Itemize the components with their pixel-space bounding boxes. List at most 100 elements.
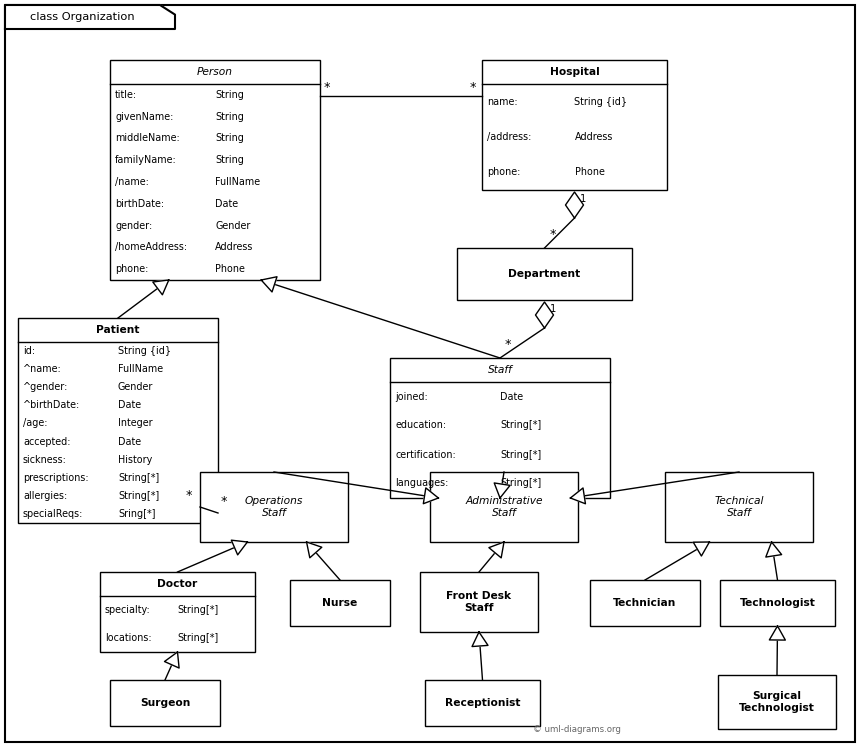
Text: © uml-diagrams.org: © uml-diagrams.org [533, 725, 621, 734]
Text: String {id}: String {id} [574, 96, 628, 107]
Bar [100, 572, 255, 652]
Text: prescriptions:: prescriptions: [23, 473, 89, 483]
Text: *: * [505, 338, 512, 351]
Text: locations:: locations: [105, 633, 151, 643]
Text: String[*]: String[*] [118, 473, 159, 483]
Text: class Organization: class Organization [30, 12, 135, 22]
Text: Address: Address [215, 242, 254, 252]
Text: Date: Date [118, 400, 141, 410]
Text: *: * [550, 228, 556, 241]
Text: Administrative
Staff: Administrative Staff [465, 496, 543, 518]
Bar [18, 318, 218, 523]
Text: ^name:: ^name: [23, 364, 62, 374]
Bar [482, 60, 667, 190]
Text: gender:: gender: [115, 220, 152, 231]
Text: Date: Date [500, 391, 523, 401]
Text: phone:: phone: [487, 167, 520, 177]
Text: familyName:: familyName: [115, 155, 177, 165]
Text: String[*]: String[*] [500, 479, 541, 489]
Text: History: History [118, 455, 152, 465]
Text: Phone: Phone [215, 264, 245, 274]
Text: Gender: Gender [118, 382, 153, 392]
Text: String: String [215, 155, 244, 165]
Text: /homeAddress:: /homeAddress: [115, 242, 187, 252]
Text: String: String [215, 134, 244, 143]
Text: birthDate:: birthDate: [115, 199, 164, 208]
Text: Front Desk
Staff: Front Desk Staff [446, 591, 512, 613]
Text: String {id}: String {id} [118, 346, 171, 356]
Text: *: * [186, 489, 193, 502]
Text: specialReqs:: specialReqs: [23, 509, 83, 519]
Text: Technologist: Technologist [740, 598, 815, 608]
Polygon shape [472, 632, 488, 647]
Bar [720, 580, 835, 626]
Text: Hospital: Hospital [550, 67, 599, 77]
Bar [110, 680, 220, 726]
Text: certification:: certification: [395, 450, 456, 459]
Text: sickness:: sickness: [23, 455, 67, 465]
Polygon shape [5, 5, 175, 29]
Polygon shape [536, 302, 554, 328]
Text: Date: Date [118, 436, 141, 447]
Polygon shape [261, 276, 277, 292]
Text: accepted:: accepted: [23, 436, 71, 447]
Polygon shape [770, 626, 785, 640]
Text: /name:: /name: [115, 177, 149, 187]
Text: allergies:: allergies: [23, 491, 67, 500]
Text: Staff: Staff [488, 365, 513, 375]
Text: Phone: Phone [574, 167, 605, 177]
Bar [665, 472, 813, 542]
Polygon shape [570, 488, 586, 503]
Text: ^gender:: ^gender: [23, 382, 69, 392]
Text: Receptionist: Receptionist [445, 698, 520, 708]
Text: *: * [470, 81, 476, 94]
Text: name:: name: [487, 96, 518, 107]
Text: Person: Person [197, 67, 233, 77]
Text: givenName:: givenName: [115, 111, 174, 122]
Bar [110, 60, 320, 280]
Text: Technical
Staff: Technical Staff [715, 496, 764, 518]
Text: Date: Date [215, 199, 238, 208]
Bar [718, 675, 836, 729]
Polygon shape [231, 540, 248, 555]
Text: String[*]: String[*] [500, 421, 541, 430]
Bar [200, 472, 348, 542]
Text: 1: 1 [580, 194, 586, 204]
Text: /address:: /address: [487, 132, 531, 142]
Text: FullName: FullName [118, 364, 163, 374]
Text: String[*]: String[*] [500, 450, 541, 459]
Text: Integer: Integer [118, 418, 152, 429]
Text: *: * [221, 495, 228, 508]
Polygon shape [494, 483, 510, 498]
Text: /age:: /age: [23, 418, 47, 429]
Text: 1: 1 [550, 304, 556, 314]
Text: FullName: FullName [215, 177, 260, 187]
Text: Patient: Patient [96, 325, 139, 335]
Text: String: String [215, 111, 244, 122]
Polygon shape [488, 542, 504, 558]
Bar [590, 580, 700, 626]
Polygon shape [164, 652, 179, 668]
Text: Surgeon: Surgeon [140, 698, 190, 708]
Bar [457, 248, 632, 300]
Text: String: String [215, 90, 244, 100]
Text: Sring[*]: Sring[*] [118, 509, 156, 519]
Text: String[*]: String[*] [177, 605, 218, 615]
Bar [425, 680, 540, 726]
Polygon shape [566, 192, 583, 218]
Bar [390, 358, 610, 498]
Text: languages:: languages: [395, 479, 448, 489]
Text: String[*]: String[*] [118, 491, 159, 500]
Text: id:: id: [23, 346, 35, 356]
Text: middleName:: middleName: [115, 134, 180, 143]
Text: Technician: Technician [613, 598, 677, 608]
Text: *: * [324, 81, 330, 94]
Text: Address: Address [574, 132, 613, 142]
Text: education:: education: [395, 421, 446, 430]
Text: title:: title: [115, 90, 137, 100]
Text: Doctor: Doctor [157, 579, 198, 589]
Text: ^birthDate:: ^birthDate: [23, 400, 80, 410]
Polygon shape [693, 542, 710, 556]
Text: joined:: joined: [395, 391, 427, 401]
Bar [420, 572, 538, 632]
